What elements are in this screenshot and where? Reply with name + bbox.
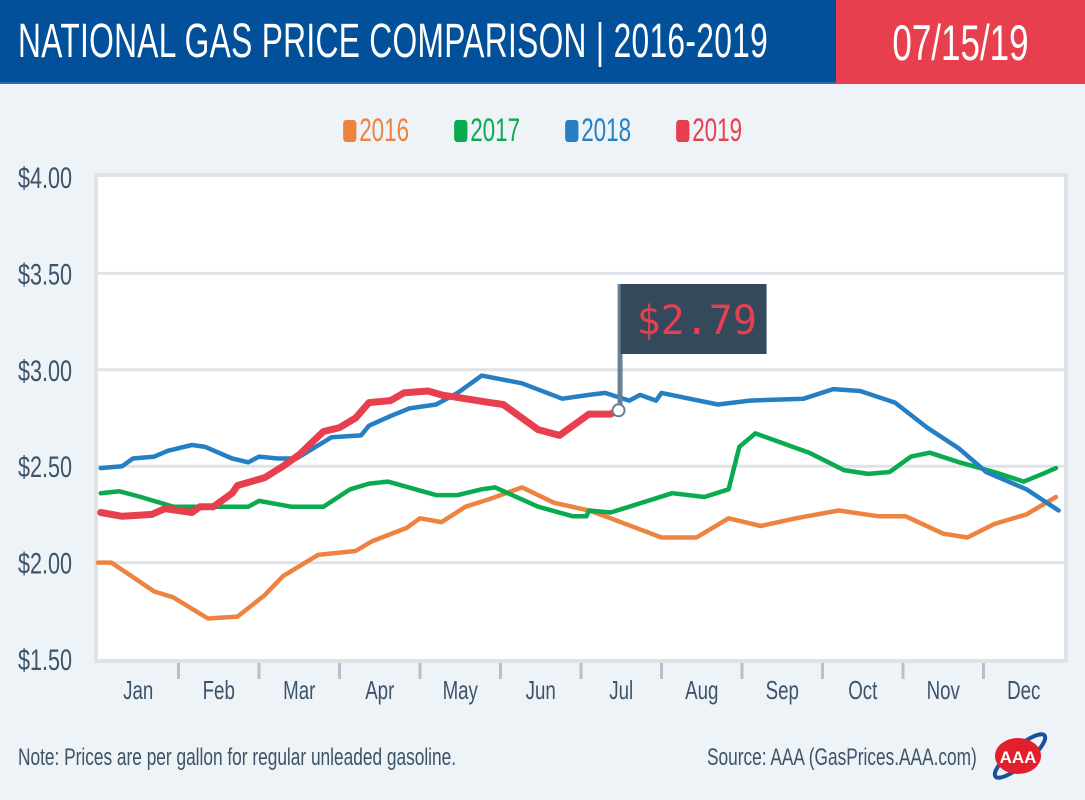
y-tick-label: $1.50 bbox=[18, 642, 72, 676]
chart-title: NATIONAL GAS PRICE COMPARISON | 2016-201… bbox=[18, 15, 769, 68]
x-tick-label: Mar bbox=[283, 675, 316, 705]
x-tick-label: Jul bbox=[609, 675, 633, 705]
x-tick-label: Feb bbox=[203, 675, 235, 705]
x-tick-label: May bbox=[443, 675, 479, 705]
footnote: Note: Prices are per gallon for regular … bbox=[18, 744, 457, 771]
date-box: 07/15/19 bbox=[836, 0, 1085, 84]
current-price-marker bbox=[611, 403, 626, 418]
x-tick-label: Jan bbox=[123, 675, 153, 705]
legend-swatch bbox=[453, 120, 468, 142]
legend-label: 2017 bbox=[470, 112, 520, 148]
title-bar: NATIONAL GAS PRICE COMPARISON | 2016-201… bbox=[0, 0, 836, 84]
y-tick-label: $4.00 bbox=[18, 160, 72, 194]
y-tick-label: $2.00 bbox=[18, 546, 72, 580]
x-tick-label: Oct bbox=[848, 675, 878, 705]
y-tick-label: $3.50 bbox=[18, 257, 72, 291]
legend-item-2016: 2016 bbox=[342, 112, 409, 149]
series-line-2019 bbox=[97, 387, 623, 520]
legend: 2016 2017 2018 2019 bbox=[0, 112, 1085, 149]
series-line-2018 bbox=[98, 373, 1061, 513]
source-credit: Source: AAA (GasPrices.AAA.com) bbox=[707, 744, 977, 771]
x-tick-label: Dec bbox=[1007, 675, 1040, 705]
legend-item-2018: 2018 bbox=[565, 112, 631, 149]
series-line-2016 bbox=[95, 485, 1059, 621]
current-price-flag: $2.79 bbox=[611, 284, 767, 418]
legend-swatch bbox=[565, 120, 579, 142]
series-line-2017 bbox=[98, 431, 1059, 519]
legend-swatch bbox=[676, 120, 690, 142]
legend-swatch bbox=[342, 120, 357, 142]
flag-pole bbox=[617, 284, 623, 411]
flag-box bbox=[620, 284, 767, 354]
x-tick-label: Jun bbox=[526, 675, 556, 705]
current-price-label: $2.79 bbox=[637, 298, 757, 344]
x-tick-label: Aug bbox=[685, 675, 718, 705]
x-tick-label: Apr bbox=[365, 675, 394, 705]
date-label: 07/15/19 bbox=[892, 15, 1029, 71]
x-tick-label: Nov bbox=[927, 675, 961, 705]
x-tick-label: Sep bbox=[766, 675, 799, 705]
legend-label: 2016 bbox=[359, 112, 409, 148]
y-tick-label: $3.00 bbox=[18, 353, 72, 387]
y-tick-label: $2.50 bbox=[18, 450, 72, 484]
legend-label: 2019 bbox=[692, 112, 743, 148]
legend-label: 2018 bbox=[581, 112, 631, 148]
legend-item-2017: 2017 bbox=[453, 112, 520, 149]
legend-item-2019: 2019 bbox=[676, 112, 742, 149]
